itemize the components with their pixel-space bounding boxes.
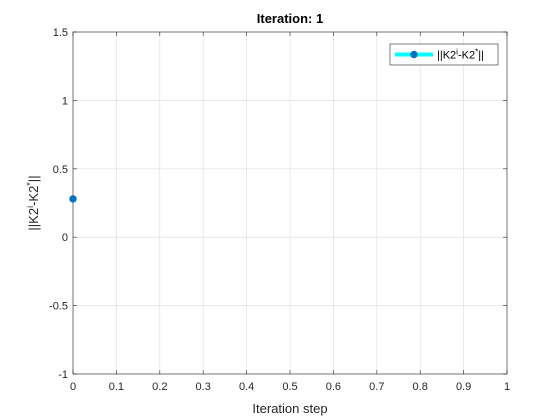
y-axis-label-mid: -K2 [26,186,41,206]
legend-marker-sample [410,50,418,59]
legend-label-base: ||K2 [437,50,456,62]
y-axis-label-base: ||K2 [26,208,41,231]
x-tick-label: 0.8 [413,381,428,393]
x-tick-label: 0.7 [369,381,384,393]
plot-area [69,195,77,203]
x-tick-label: 0.9 [456,381,471,393]
y-tick-label: 0 [62,232,68,244]
x-tick-label: 0.4 [239,381,254,393]
x-tick-label: 0.6 [326,381,341,393]
y-tick-label: 1.5 [53,27,68,39]
legend-entry-label: ||K2i-K2*|| [437,48,484,62]
y-axis-label-end: || [26,175,41,182]
y-axis-label: ||K2i-K2*|| [25,175,41,230]
y-tick-label: -1 [58,369,68,381]
y-tick-label: -0.5 [49,301,68,313]
legend-label-mid: -K2 [458,50,475,62]
y-tick-label: 1 [62,95,68,107]
x-tick-labels: 0 0.1 0.2 0.3 0.4 0.5 0.6 0.7 0.8 0.9 1 [70,381,510,393]
y-axis-label-sup-i: i [25,206,35,208]
y-axis-label-sup-star: * [25,182,35,186]
x-tick-label: 0.3 [196,381,211,393]
ticks [72,31,508,375]
x-tick-label: 0 [70,381,76,393]
legend-box [389,43,499,66]
chart-title: Iteration: 1 [257,11,323,26]
x-axis-label: Iteration step [252,401,327,416]
x-tick-label: 0.5 [282,381,297,393]
legend-label-end: || [478,50,484,62]
legend: ||K2i-K2*|| [389,43,499,66]
y-tick-labels: -1 -0.5 0 0.5 1 1.5 [49,27,68,381]
x-tick-label: 0.1 [109,381,124,393]
x-tick-label: 1 [504,381,510,393]
legend-label-sup-i: i [456,48,458,57]
data-point [69,195,77,203]
x-tick-label: 0.2 [152,381,167,393]
legend-label-sup-star: * [475,48,478,57]
y-tick-label: 0.5 [53,164,68,176]
